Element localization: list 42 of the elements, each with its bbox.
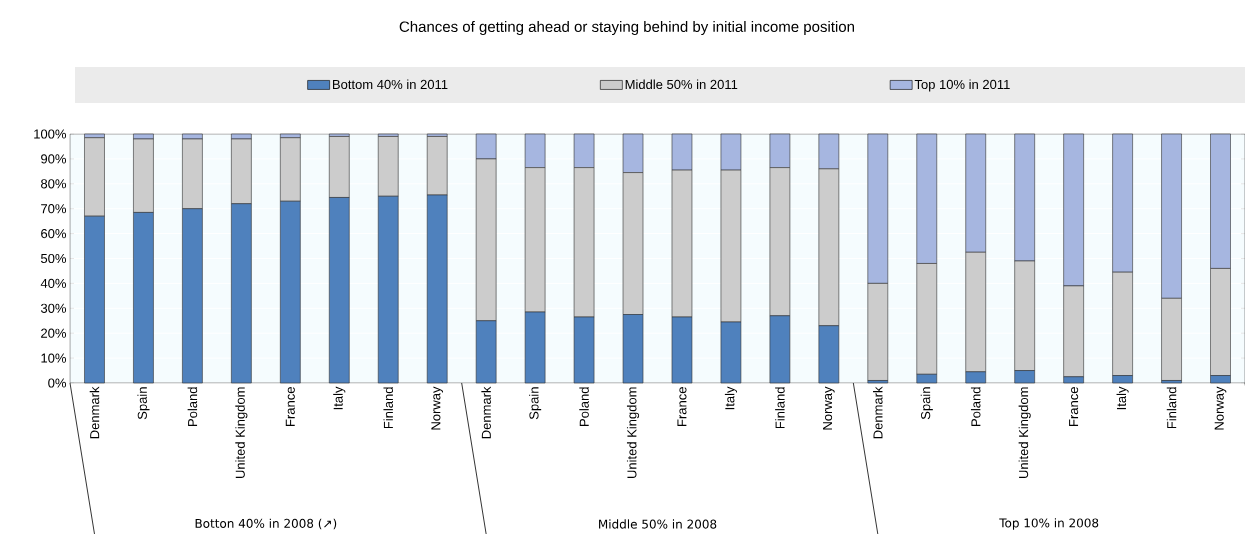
- x-tick-label: France: [1069, 387, 1079, 426]
- x-tick-label: Denmark: [89, 386, 100, 439]
- text: Botton 40% in 2008 (↗): [195, 518, 337, 530]
- x-tick-label: Finland: [1166, 387, 1177, 429]
- y-tick-label: 50%: [40, 253, 67, 264]
- x-tick-label: France: [285, 387, 295, 426]
- y-tick-label: 90%: [41, 154, 67, 164]
- y-tick-label: 60%: [41, 228, 67, 239]
- x-tick-label: Norway: [1214, 386, 1227, 430]
- x-tick-label: Spain: [920, 387, 933, 420]
- legend-label: Bottom 40% in 2011: [333, 79, 448, 90]
- x-tick-label: United Kingdom: [235, 387, 248, 479]
- x-tick-label: Finland: [775, 387, 785, 429]
- y-tick-label: 10%: [41, 353, 67, 363]
- text: Top 10% in 2008: [999, 518, 1099, 530]
- legend-label: Middle 50% in 2011: [625, 79, 738, 90]
- x-tick-label: Spain: [529, 387, 542, 420]
- x-tick-label: Italy: [333, 386, 346, 410]
- y-tick-label: 70%: [41, 204, 67, 214]
- x-tick-label: France: [677, 387, 687, 426]
- y-tick-label: 0%: [48, 378, 67, 388]
- x-tick-label: Poland: [187, 387, 198, 426]
- x-tick-label: Poland: [970, 387, 981, 426]
- y-tick-label: 80%: [41, 179, 67, 189]
- x-tick-label: United Kingdom: [1018, 387, 1031, 479]
- x-tick-label: Norway: [823, 386, 835, 430]
- x-tick-label: Denmark: [481, 386, 491, 439]
- y-tick-label: 20%: [41, 328, 67, 338]
- x-tick-label: Denmark: [873, 386, 883, 439]
- x-tick-label: Poland: [579, 387, 589, 426]
- y-tick-label: 30%: [40, 303, 67, 313]
- legend-label: Top 10% in 2011: [914, 79, 1010, 92]
- y-tick-label: 40%: [40, 278, 67, 288]
- x-tick-label: Finland: [383, 387, 394, 429]
- x-tick-label: Norway: [431, 386, 444, 430]
- text: Middle 50% in 2008: [599, 519, 717, 529]
- x-tick-label: United Kingdom: [626, 387, 640, 479]
- y-tick-label: 100%: [34, 129, 67, 139]
- x-tick-label: Spain: [137, 387, 150, 420]
- x-tick-label: Italy: [1116, 386, 1129, 410]
- x-tick-label: Italy: [724, 386, 737, 410]
- chart-title: Chances of getting ahead or staying behind by initial income position: [399, 21, 854, 35]
